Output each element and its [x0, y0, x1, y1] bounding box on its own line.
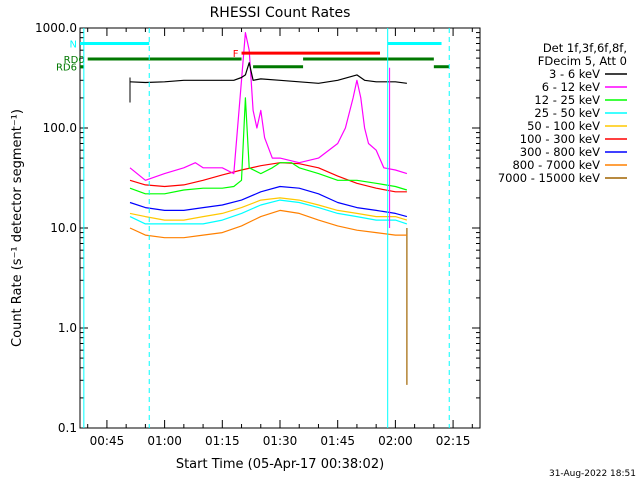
series-line-3-6-kev	[129, 62, 407, 84]
flag-label: N	[70, 39, 77, 50]
y-axis: 0.1 1.0 10.0 100.0 1000.0	[35, 21, 480, 435]
y-tick-label: 100.0	[43, 121, 77, 135]
y-tick-label: 0.1	[58, 421, 77, 435]
footer-date: 31-Aug-2022 18:51	[549, 469, 636, 479]
x-axis-label: Start Time (05-Apr-17 00:38:02)	[176, 457, 384, 472]
x-axis: 00:45 01:00 01:15 01:30 01:45 02:00 02:15	[87, 28, 473, 448]
legend: Det 1f,3f,6f,8f, FDecim 5, Att 0 3 - 6 k…	[498, 41, 627, 185]
legend-label: 800 - 7000 keV	[512, 158, 600, 172]
legend-label: 100 - 300 keV	[520, 132, 600, 146]
legend-header-line-1: Det 1f,3f,6f,8f,	[543, 41, 627, 55]
x-tick-label: 00:45	[90, 434, 125, 448]
legend-header-line-2: FDecim 5, Att 0	[538, 54, 627, 68]
series-line-50-100-kev	[129, 197, 408, 221]
x-tick-label: 01:00	[147, 434, 182, 448]
series-line-800-7000-kev	[129, 209, 407, 239]
flag-label: F	[233, 49, 239, 60]
legend-label: 50 - 100 keV	[527, 119, 600, 133]
plot-area	[129, 31, 408, 385]
legend-label: 6 - 12 keV	[542, 80, 600, 94]
x-tick-label: 01:15	[205, 434, 240, 448]
series-line-100-300-kev	[129, 162, 407, 193]
legend-label: 25 - 50 keV	[534, 106, 600, 120]
y-axis-label: Count Rate (s⁻¹ detector segment⁻¹)	[10, 109, 25, 347]
x-tick-label: 02:00	[378, 434, 413, 448]
legend-label: 3 - 6 keV	[549, 67, 600, 81]
series-line-25-50-kev	[129, 199, 408, 225]
series-line-12-25-kev	[129, 97, 408, 195]
y-tick-label: 10.0	[50, 221, 77, 235]
y-tick-label: 1.0	[58, 321, 77, 335]
legend-label: 12 - 25 keV	[534, 93, 600, 107]
flag-label: RD6	[56, 63, 77, 74]
legend-label: 7000 - 15000 keV	[498, 171, 600, 185]
x-tick-label: 02:15	[436, 434, 471, 448]
flag-label: RD0	[64, 55, 85, 66]
series-line-300-800-kev	[129, 185, 408, 218]
legend-label: 300 - 800 keV	[520, 145, 600, 159]
chart-title: RHESSI Count Rates	[210, 5, 351, 21]
x-tick-label: 01:30	[263, 434, 298, 448]
x-tick-label: 01:45	[320, 434, 355, 448]
series-line-6-12-kev	[129, 31, 408, 181]
y-tick-label: 1000.0	[35, 21, 77, 35]
plot-frame	[79, 27, 481, 429]
